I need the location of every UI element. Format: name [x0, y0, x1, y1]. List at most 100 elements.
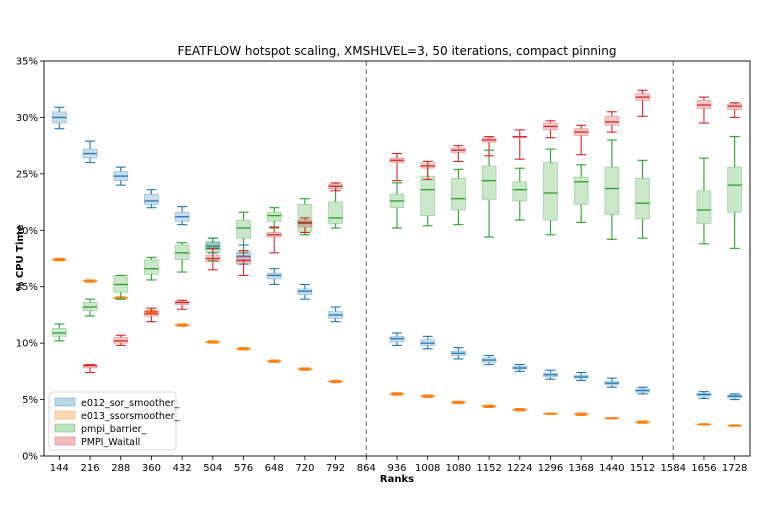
box-iqr — [266, 211, 282, 222]
box-432 — [174, 206, 190, 226]
series-e013-ssorsmoother — [51, 257, 743, 427]
box-1008 — [420, 394, 436, 398]
box-1296 — [543, 369, 558, 380]
box-1512 — [635, 420, 650, 424]
box-1656 — [696, 391, 712, 399]
series-layer — [51, 89, 743, 427]
box-1008 — [420, 160, 436, 227]
box-iqr — [543, 162, 558, 221]
legend-label: PMPI_Waitall — [81, 437, 140, 448]
legend-label: pmpi_barrier_ — [81, 424, 147, 435]
box-iqr — [635, 177, 650, 220]
box-504 — [205, 340, 221, 344]
box-1224 — [512, 129, 528, 160]
x-tick-label: 1296 — [538, 463, 563, 474]
box-936 — [389, 392, 405, 396]
box-504 — [205, 247, 221, 271]
box-288 — [113, 166, 129, 186]
y-tick-label: 10% — [16, 339, 38, 350]
box-144 — [51, 106, 67, 130]
box-1440 — [604, 417, 620, 420]
series-pmpi-barrier — [51, 136, 743, 342]
y-tick-label: 25% — [16, 169, 38, 180]
box-1368 — [573, 124, 589, 156]
box-1728 — [727, 424, 743, 427]
x-axis-label: Ranks — [380, 474, 414, 485]
x-tick-label: 1656 — [691, 463, 716, 474]
chart-title: FEATFLOW hotspot scaling, XMSHLVEL=3, 50… — [178, 44, 617, 58]
y-tick-label: 30% — [16, 113, 38, 124]
box-iqr — [450, 177, 466, 211]
box-1080 — [450, 347, 466, 360]
box-1368 — [573, 164, 589, 223]
series-pmpi-waitall — [82, 89, 743, 374]
box-144 — [51, 323, 67, 342]
box-1296 — [543, 412, 558, 415]
x-tick-label: 1440 — [599, 463, 624, 474]
legend: e012_sor_smoother_ e013_ssorsmoother_pmpi… — [48, 391, 180, 451]
x-tick-label: 1728 — [722, 463, 747, 474]
y-axis: 0% 5% 10% 15% 20% 25% 30% 35% — [16, 57, 44, 463]
box-1656 — [696, 96, 712, 124]
y-axis-label: % CPU Time — [15, 224, 26, 291]
x-tick-label: 1512 — [630, 463, 655, 474]
box-1440 — [604, 139, 620, 240]
box-216 — [82, 364, 98, 374]
box-720 — [297, 367, 313, 371]
box-iqr — [604, 115, 620, 126]
x-tick-label: 936 — [387, 463, 406, 474]
series-e012-sor-smoother — [51, 106, 743, 401]
legend-box — [48, 391, 177, 451]
x-tick-label: 864 — [357, 463, 376, 474]
box-792 — [328, 306, 344, 323]
box-216 — [82, 298, 98, 317]
box-936 — [389, 332, 405, 346]
box-1080 — [450, 145, 466, 162]
x-tick-label: 792 — [326, 463, 345, 474]
box-1728 — [727, 393, 743, 401]
x-tick-label: 1152 — [476, 463, 501, 474]
box-648 — [266, 268, 282, 286]
box-1008 — [420, 335, 436, 350]
box-1224 — [512, 167, 528, 221]
box-1080 — [450, 400, 466, 405]
legend-swatch — [54, 423, 76, 433]
box-360 — [144, 189, 159, 209]
box-576 — [236, 250, 251, 276]
box-1224 — [512, 364, 528, 372]
x-tick-label: 288 — [111, 463, 130, 474]
x-tick-label: 432 — [173, 463, 192, 474]
legend-label: e012_sor_smoother_ — [81, 398, 179, 409]
y-tick-label: 0% — [22, 452, 38, 463]
box-iqr — [481, 165, 497, 201]
box-1728 — [727, 102, 743, 118]
box-216 — [82, 140, 98, 164]
box-1440 — [604, 111, 620, 133]
box-648 — [266, 207, 282, 229]
box-1080 — [450, 168, 466, 226]
box-1224 — [512, 408, 528, 412]
box-iqr — [512, 181, 528, 202]
y-tick-label: 5% — [22, 395, 38, 406]
box-1512 — [635, 159, 650, 239]
legend-label: e013_ssorsmoother_ — [81, 411, 180, 422]
box-432 — [174, 299, 190, 310]
box-iqr — [604, 166, 620, 215]
x-tick-label: 216 — [80, 463, 99, 474]
box-iqr — [328, 201, 344, 224]
y-tick-label: 35% — [16, 57, 38, 68]
box-720 — [297, 217, 313, 234]
box-1152 — [481, 149, 497, 238]
box-432 — [174, 323, 190, 327]
box-1296 — [543, 148, 558, 236]
box-576 — [236, 347, 251, 351]
box-iqr — [236, 219, 251, 239]
x-tick-label: 576 — [234, 463, 253, 474]
x-tick-label: 360 — [142, 463, 161, 474]
box-936 — [389, 152, 405, 182]
box-1152 — [481, 136, 497, 157]
box-1512 — [635, 89, 650, 117]
box-432 — [174, 242, 190, 273]
box-iqr — [144, 193, 159, 205]
